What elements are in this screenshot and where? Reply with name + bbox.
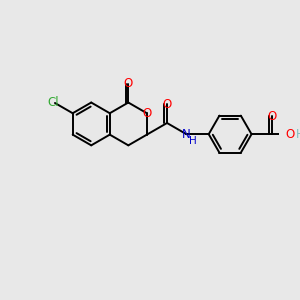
Text: O: O bbox=[267, 110, 277, 123]
Text: O: O bbox=[285, 128, 294, 141]
Text: Cl: Cl bbox=[47, 97, 59, 110]
Text: O: O bbox=[124, 77, 133, 90]
Text: O: O bbox=[142, 107, 152, 120]
Text: H: H bbox=[296, 128, 300, 141]
Text: O: O bbox=[162, 98, 172, 111]
Text: H: H bbox=[189, 136, 197, 146]
Text: N: N bbox=[182, 128, 191, 141]
